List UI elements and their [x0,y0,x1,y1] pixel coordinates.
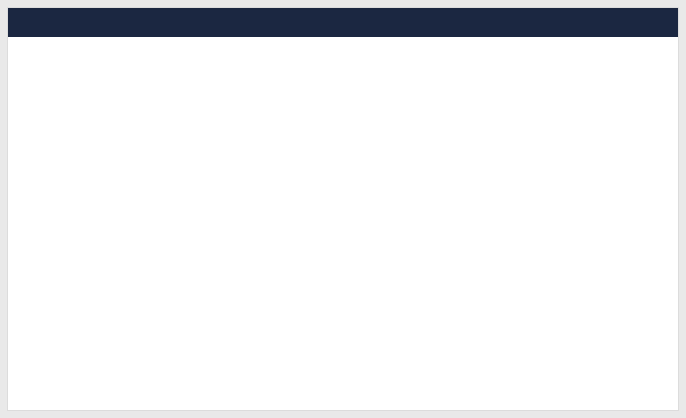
market-value-card [8,8,678,410]
section-titlebar [8,8,678,37]
spacer [341,55,345,70]
current-market-value [8,55,678,70]
